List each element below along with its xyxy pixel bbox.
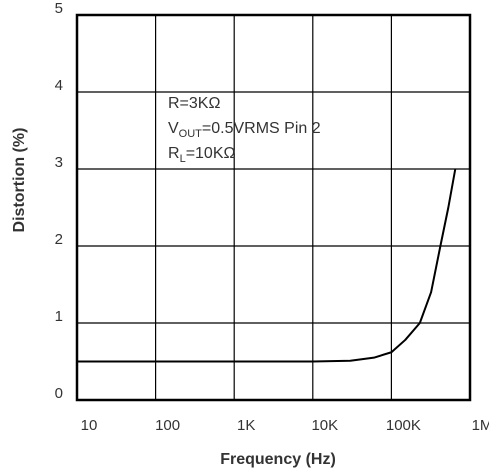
plot-border	[75, 13, 472, 402]
annotation: R=3KΩ	[168, 95, 220, 112]
annotation-text: R=3KΩ	[168, 95, 220, 112]
y-tick-label: 2	[55, 231, 63, 248]
subscript: L	[180, 153, 186, 165]
x-tick-label: 10	[81, 417, 98, 434]
subscript: OUT	[179, 128, 203, 140]
x-axis-label: Frequency (Hz)	[220, 451, 336, 468]
annotation-text: V	[168, 120, 179, 137]
y-tick-label: 0	[55, 385, 63, 402]
x-tick-label: 10K	[311, 417, 338, 434]
x-tick-label: 100	[155, 417, 180, 434]
annotation-text: =10KΩ	[186, 145, 236, 162]
annotation-text: =0.5VRMS Pin 2	[202, 120, 321, 137]
y-tick-label: 1	[55, 308, 63, 325]
y-axis-label: Distortion (%)	[11, 128, 28, 233]
x-tick-label: 1M	[472, 417, 489, 434]
annotation: RL=10KΩ	[168, 145, 236, 165]
line	[77, 168, 457, 363]
x-tick-label: 100K	[386, 417, 421, 434]
y-tick-label: 5	[55, 0, 63, 17]
annotation: VOUT=0.5VRMS Pin 2	[168, 120, 321, 140]
y-tick-label: 4	[55, 77, 63, 94]
annotation-text: R	[168, 145, 180, 162]
x-tick-label: 1K	[237, 417, 255, 434]
y-tick-label: 3	[55, 154, 63, 171]
